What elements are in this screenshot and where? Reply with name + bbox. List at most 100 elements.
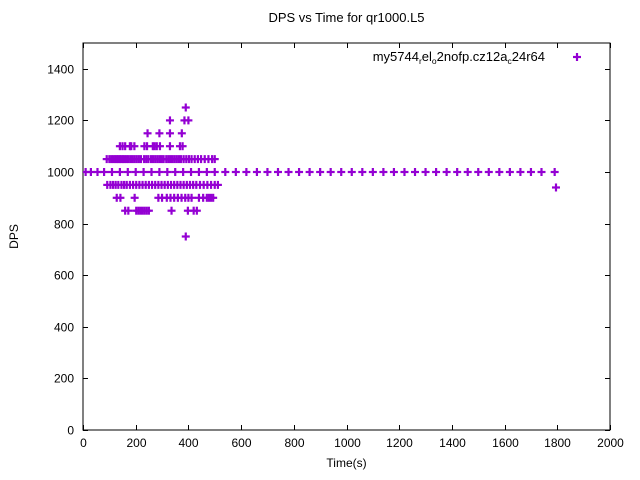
y-tick-label: 1400 <box>47 63 74 77</box>
data-point <box>221 168 230 176</box>
data-point <box>516 168 525 176</box>
axes <box>82 42 611 431</box>
x-tick-label: 1000 <box>334 436 361 450</box>
x-tick-label: 200 <box>126 436 146 450</box>
data-point <box>130 142 139 151</box>
data-point <box>116 193 125 202</box>
data-point <box>379 168 388 176</box>
plot-border <box>82 42 611 431</box>
data-point <box>389 168 398 176</box>
data-point <box>165 129 174 138</box>
data-point <box>143 129 152 138</box>
x-tick-label: 400 <box>178 436 198 450</box>
x-tick-label: 0 <box>80 436 87 450</box>
data-point <box>100 168 109 176</box>
data-point <box>165 116 174 125</box>
data-point <box>124 206 133 215</box>
data-point <box>209 193 218 202</box>
data-point <box>210 168 219 176</box>
data-point <box>252 168 261 176</box>
data-point <box>192 206 201 215</box>
data-point <box>474 168 483 176</box>
y-tick-label: 400 <box>54 321 74 335</box>
data-point <box>550 168 559 176</box>
data-point <box>305 168 314 176</box>
y-tick-label: 1200 <box>47 114 74 128</box>
x-tick-label: 1200 <box>386 436 413 450</box>
data-point <box>463 168 472 176</box>
data-point <box>231 168 240 176</box>
data-point <box>144 206 153 215</box>
data-point <box>284 168 293 176</box>
data-point <box>551 183 560 192</box>
data-point <box>181 232 190 241</box>
legend: my5744relo2nofp.cz12ac24r64 <box>373 49 581 66</box>
data-point <box>171 168 180 176</box>
data-point <box>295 168 304 176</box>
data-point <box>181 103 190 112</box>
x-tick-label: 1800 <box>544 436 571 450</box>
data-point <box>202 168 211 176</box>
chart-title: DPS vs Time for qr1000.L5 <box>268 10 424 25</box>
x-tick-label: 1600 <box>492 436 519 450</box>
y-tick-label: 0 <box>67 424 74 438</box>
tick-marks <box>83 43 611 431</box>
y-tick-label: 200 <box>54 372 74 386</box>
data-point <box>411 168 420 176</box>
data-point <box>187 193 196 202</box>
data-point <box>165 142 174 151</box>
data-point <box>337 168 346 176</box>
x-tick-label: 2000 <box>597 436 624 450</box>
data-point <box>484 168 493 176</box>
data-point <box>273 168 282 176</box>
data-point <box>163 168 172 176</box>
data-point <box>115 168 124 176</box>
data-point <box>242 168 251 176</box>
x-tick-label: 1400 <box>439 436 466 450</box>
data-point <box>167 206 176 215</box>
data-point <box>421 168 430 176</box>
data-point <box>210 155 219 164</box>
data-point <box>123 168 132 176</box>
data-point <box>537 168 546 176</box>
x-tick-label: 600 <box>231 436 251 450</box>
data-point <box>326 168 335 176</box>
data-point <box>147 168 156 176</box>
data-point <box>505 168 514 176</box>
y-tick-label: 1000 <box>47 166 74 180</box>
data-point <box>263 168 272 176</box>
x-tick-label: 800 <box>284 436 304 450</box>
data-point <box>368 168 377 176</box>
data-point <box>187 168 196 176</box>
data-point <box>526 168 535 176</box>
data-point <box>316 168 325 176</box>
y-axis-label: DPS <box>7 224 21 249</box>
data-point <box>131 168 140 176</box>
x-axis-label: Time(s) <box>326 456 366 470</box>
data-point <box>347 168 356 176</box>
y-tick-label: 800 <box>54 218 74 232</box>
data-point <box>155 168 164 176</box>
legend-label: my5744relo2nofp.cz12ac24r64 <box>373 49 545 66</box>
chart-labels: DPS vs Time for qr1000.L5 Time(s) DPS <box>7 10 425 470</box>
data-points <box>83 103 560 241</box>
data-point <box>107 168 116 176</box>
data-point <box>179 168 188 176</box>
data-point <box>432 168 441 176</box>
data-point <box>495 168 504 176</box>
data-point <box>194 168 203 176</box>
data-point <box>213 180 222 189</box>
data-point <box>178 142 187 151</box>
data-point <box>139 168 148 176</box>
tick-labels: 0 200 400 600 800 1000 1200 1400 1600 1800 2000 0 20… <box>47 63 624 451</box>
data-point <box>453 168 462 176</box>
data-point <box>155 142 164 151</box>
data-point <box>442 168 451 176</box>
data-point <box>130 193 139 202</box>
data-point <box>400 168 409 176</box>
series-points <box>83 103 560 241</box>
y-tick-label: 600 <box>54 269 74 283</box>
legend-sample-marker <box>573 53 581 61</box>
